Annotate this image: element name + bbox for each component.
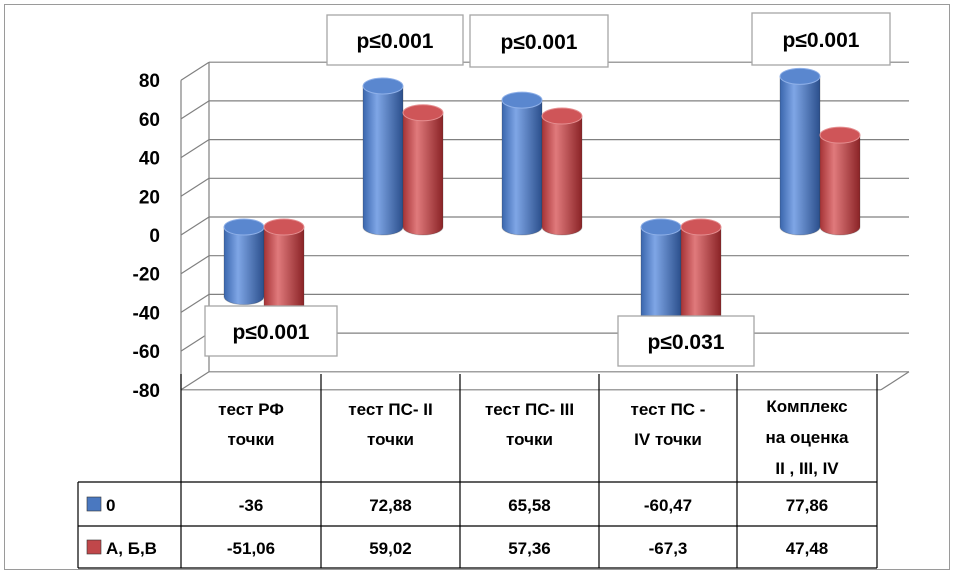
category-label: на оценка	[766, 428, 850, 447]
gridline-depth	[180, 371, 210, 391]
p-value-annotation: p≤0.031	[617, 315, 755, 367]
bar-body	[223, 226, 265, 306]
y-tick-label: -40	[133, 303, 160, 324]
data-label: -51,06	[227, 539, 275, 558]
p-value-annotation: p≤0.001	[751, 12, 891, 66]
annotation-text: p≤0.001	[783, 29, 860, 52]
data-label: 72,88	[369, 496, 412, 515]
bar-А, Б,В	[819, 126, 861, 236]
gridline-depth	[180, 293, 210, 313]
legend-entry: А, Б,В	[106, 539, 157, 558]
bar-0	[501, 91, 543, 236]
floor-right	[880, 371, 910, 391]
annotation-box	[617, 315, 755, 367]
bar-cap	[501, 91, 543, 109]
bar-А, Б,В	[541, 107, 583, 236]
data-label: -67,3	[649, 539, 688, 558]
annotation-box	[204, 305, 338, 357]
y-tick-label: 80	[139, 71, 160, 92]
category-label: IV точки	[634, 430, 702, 449]
category-label: II , III, IV	[775, 459, 839, 478]
y-tick-label: -80	[133, 381, 160, 402]
annotation-text: p≤0.001	[501, 31, 578, 54]
bar-cap	[640, 218, 682, 236]
data-label: -60,47	[644, 496, 692, 515]
gridline-depth	[180, 255, 210, 275]
category-label: точки	[367, 430, 414, 449]
annotation-box	[469, 14, 609, 68]
data-label: -36	[239, 496, 264, 515]
category-label: тест ПС -	[631, 400, 706, 419]
category-label: тест ПС- III	[485, 400, 574, 419]
annotation-text: p≤0.001	[233, 321, 310, 344]
bar-cap	[402, 104, 444, 122]
gridline-depth	[180, 177, 210, 197]
annotation-text: p≤0.031	[648, 331, 725, 354]
bar-А, Б,В	[402, 104, 444, 236]
bar-cap	[680, 218, 722, 236]
legend-swatch	[86, 496, 102, 512]
legend-entry: 0	[106, 496, 115, 515]
y-tick-label: -20	[133, 265, 160, 286]
category-label: Комплекс	[766, 397, 847, 416]
category-label: точки	[506, 430, 553, 449]
gridline-depth	[180, 332, 210, 352]
data-label: 57,36	[508, 539, 551, 558]
bar-cap	[263, 218, 305, 236]
gridline-depth	[180, 100, 210, 120]
bar-0	[779, 67, 821, 236]
bar-body	[819, 134, 861, 236]
bar-body	[501, 99, 543, 236]
annotation-text: p≤0.001	[357, 30, 434, 53]
legend-swatch	[86, 539, 102, 555]
annotation-box	[326, 14, 464, 66]
bar-cap	[819, 126, 861, 144]
gridline-depth	[180, 216, 210, 236]
p-value-annotation: p≤0.001	[469, 14, 609, 68]
category-label: тест ПС- II	[348, 400, 432, 419]
gridline-depth	[180, 139, 210, 159]
bar-body	[779, 75, 821, 236]
p-value-annotation: p≤0.001	[326, 14, 464, 66]
y-tick-label: 20	[139, 187, 160, 208]
data-label: 77,86	[786, 496, 829, 515]
data-table: тест РФ точки тест ПС- II точки тест ПС- III…	[77, 374, 878, 569]
data-label: 59,02	[369, 539, 412, 558]
data-label: 65,58	[508, 496, 551, 515]
bar-cap	[779, 67, 821, 85]
category-label: точки	[228, 430, 275, 449]
gridline-depth	[180, 61, 210, 81]
y-tick-label: -60	[133, 342, 160, 363]
bar-cap	[362, 77, 404, 95]
y-tick-label: 40	[139, 149, 160, 170]
bar-0	[362, 77, 404, 236]
data-label: 47,48	[786, 539, 829, 558]
y-tick-label: 60	[139, 110, 160, 131]
bar-body	[541, 115, 583, 236]
category-label: тест РФ	[218, 400, 284, 419]
bar-cap	[541, 107, 583, 125]
bar-cap	[223, 218, 265, 236]
annotation-box	[751, 12, 891, 66]
bar-body	[362, 85, 404, 236]
bar-0	[223, 218, 265, 306]
y-tick-label: 0	[149, 226, 160, 247]
bar-body	[402, 112, 444, 236]
p-value-annotation: p≤0.001	[204, 305, 338, 357]
